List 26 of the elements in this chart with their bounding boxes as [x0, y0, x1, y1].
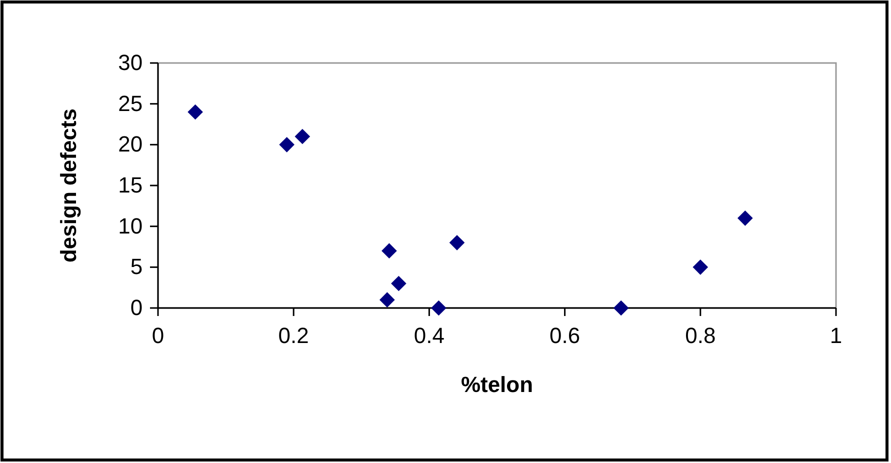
x-tick-label: 0: [152, 323, 164, 348]
y-tick-label: 30: [118, 50, 143, 76]
x-tick-label: 0.4: [414, 323, 444, 348]
y-tick-label: 5: [130, 254, 143, 280]
point: [431, 300, 446, 316]
x-tick-label: 0.2: [278, 323, 309, 348]
point: [294, 128, 310, 144]
y-tick-label: 15: [118, 172, 143, 198]
x-axis-title: %telon: [460, 372, 534, 397]
point: [737, 210, 753, 226]
point: [613, 300, 629, 316]
y-axis-title: design defects: [56, 108, 81, 263]
point: [379, 292, 395, 308]
point: [188, 104, 203, 120]
point: [692, 259, 708, 275]
y-tick-label: 10: [118, 213, 143, 238]
point: [391, 276, 406, 292]
x-tick-label: 0.6: [550, 323, 580, 348]
y-tick-label: 0: [130, 295, 143, 320]
x-tick-label: 0.8: [685, 323, 716, 348]
y-tick-label: 25: [118, 90, 143, 116]
x-tick-label: 1: [830, 323, 842, 348]
y-tick-label: 20: [118, 132, 143, 157]
point: [382, 243, 397, 259]
point: [449, 234, 465, 250]
point: [279, 136, 294, 152]
